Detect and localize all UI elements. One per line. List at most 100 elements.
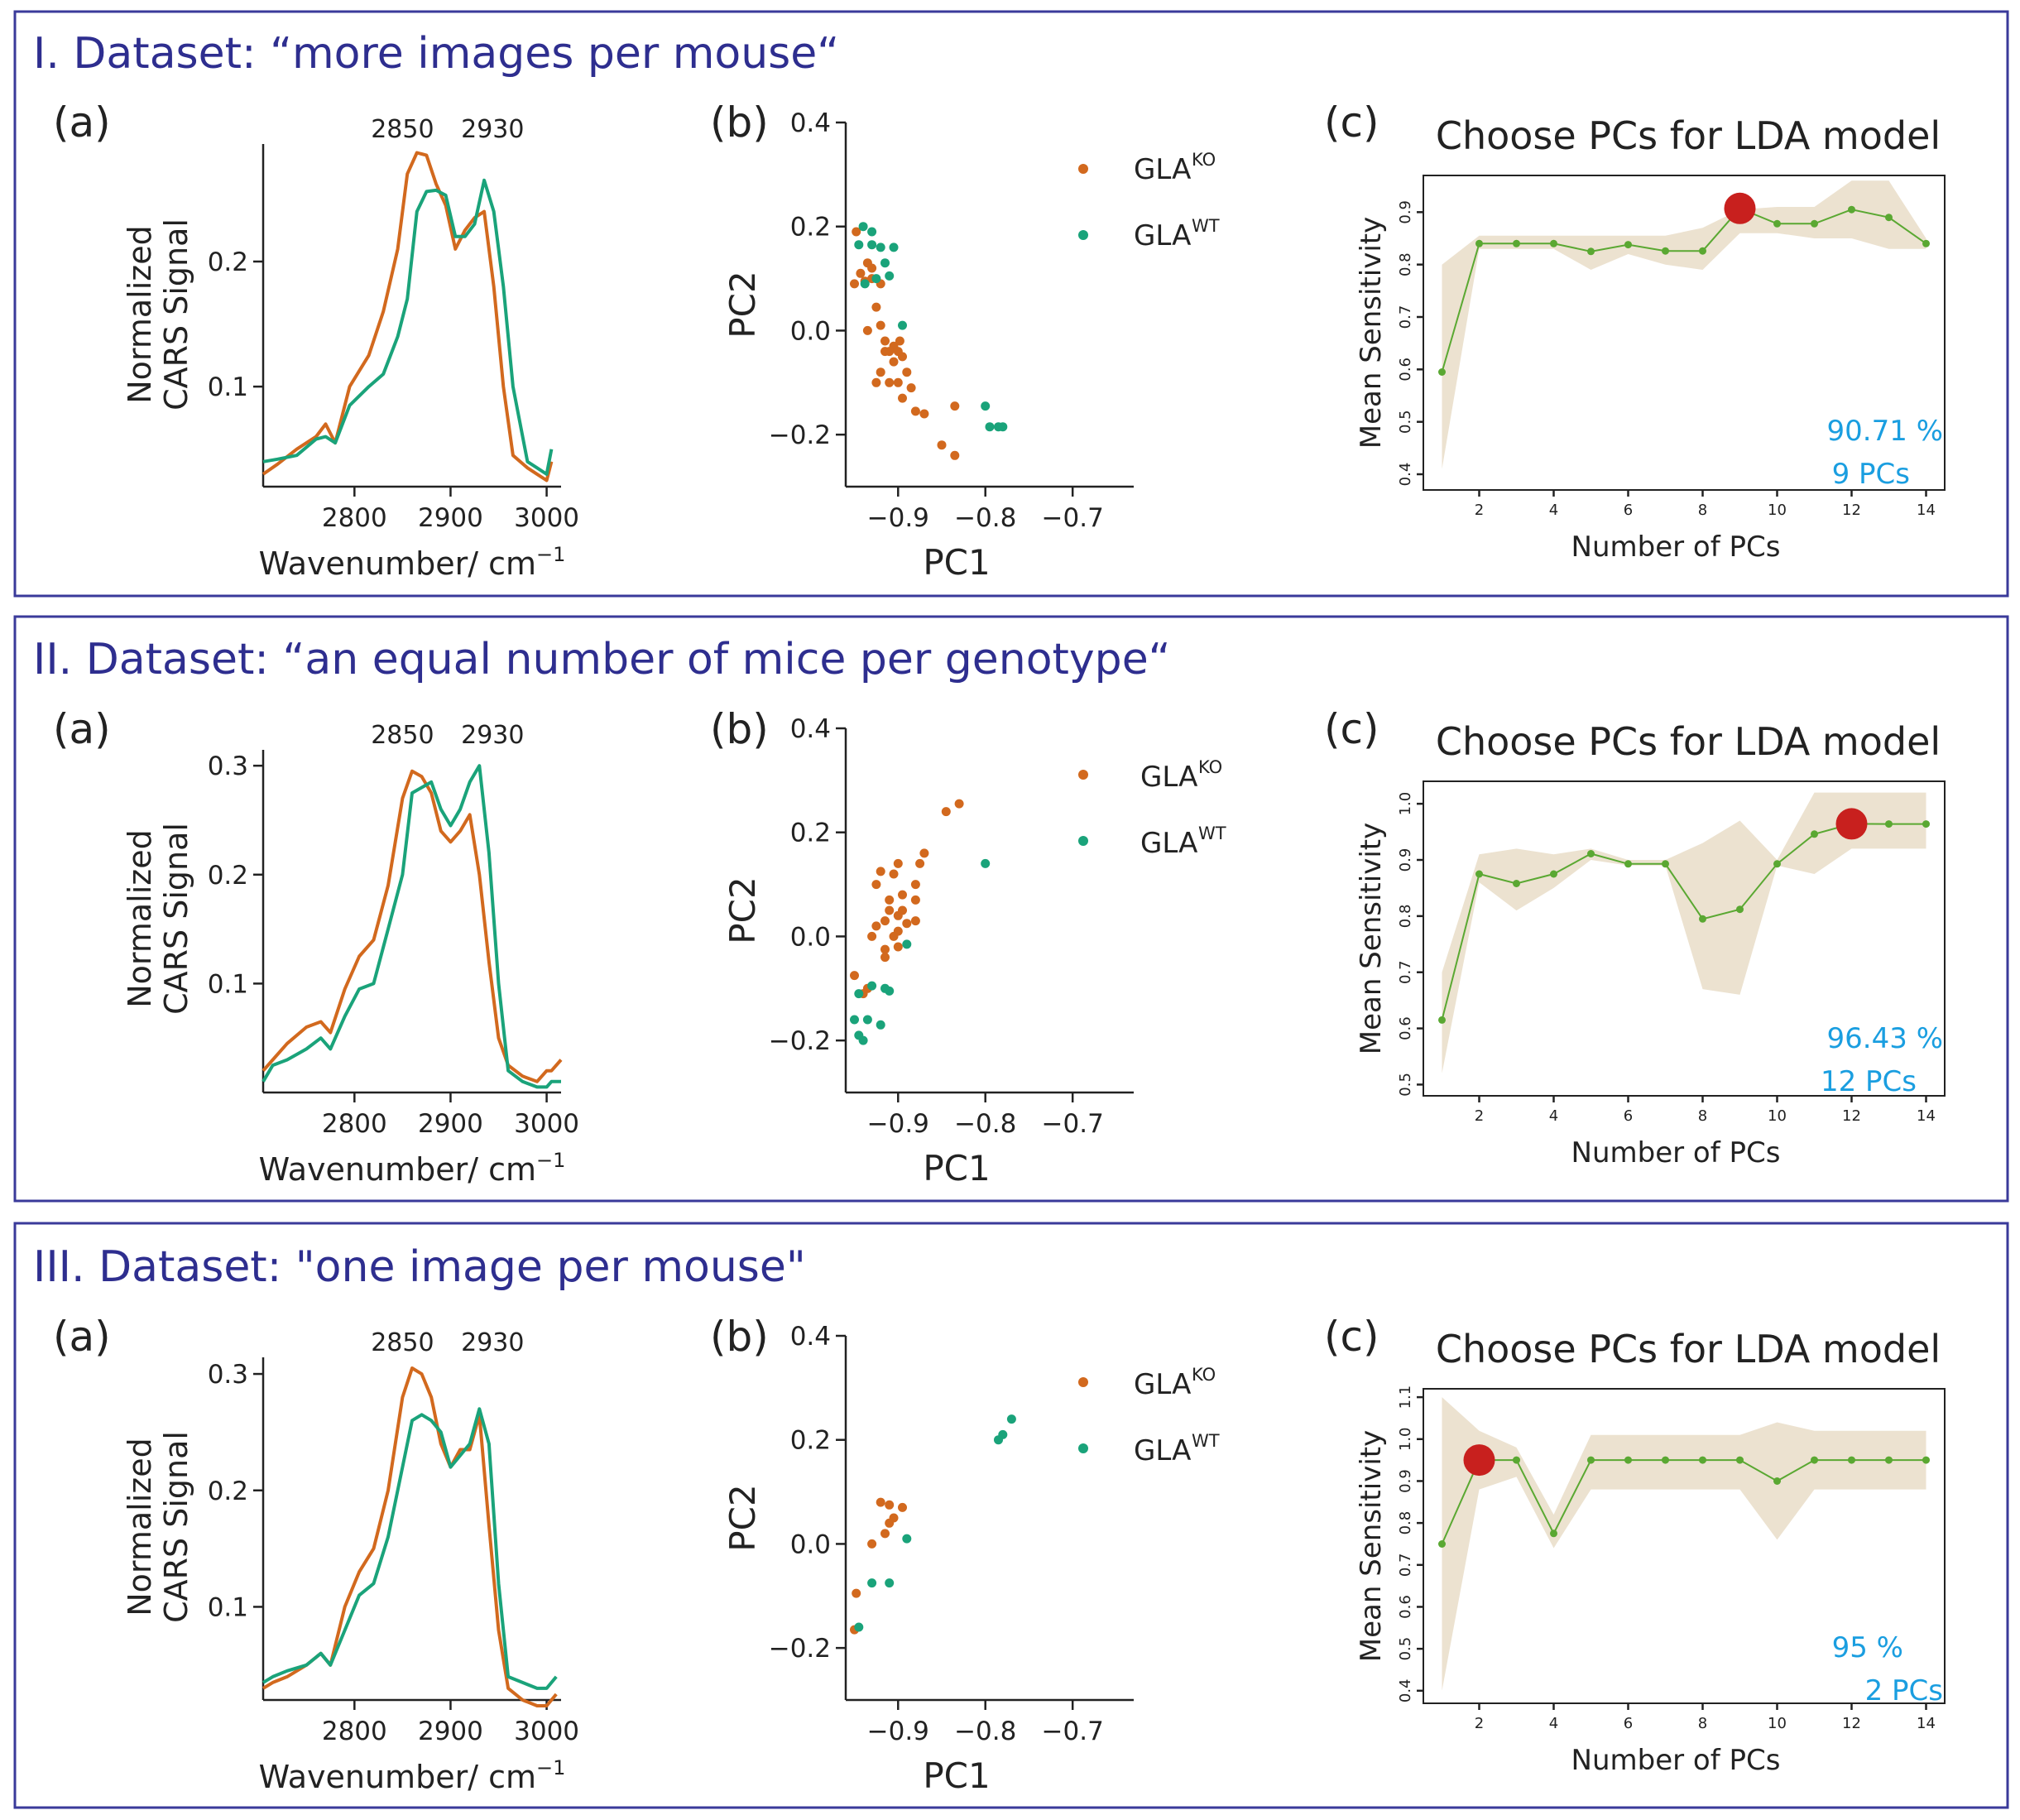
mean-sensitivity-point <box>1662 860 1669 868</box>
mean-sensitivity-point <box>1438 1540 1446 1548</box>
scatter-point-ko <box>862 325 872 335</box>
panel-1-lda-letter: (c) <box>1324 98 1379 146</box>
mean-sensitivity-point <box>1662 1456 1669 1464</box>
x-axis-label: PC1 <box>923 1755 990 1796</box>
section-frame-2 <box>13 615 2009 1203</box>
scatter-point-wt <box>1006 1414 1016 1424</box>
y-tick-label: 1.0 <box>1397 1427 1414 1451</box>
scatter-point-ko <box>885 1500 895 1510</box>
section-title-2: II. Dataset: “an equal number of mice pe… <box>33 635 1171 684</box>
scatter-point-wt <box>994 1435 1003 1445</box>
scatter-point-ko <box>895 336 904 346</box>
mean-sensitivity-line <box>1441 207 1927 372</box>
x-axis-label: PC1 <box>923 1148 990 1189</box>
x-tick-label: −0.8 <box>954 503 1016 533</box>
scatter-point-wt <box>889 243 899 252</box>
panel-1-pca-chart: −0.2 0.0 0.2 0.4 −0.9 −0.8 −0.7 PC1 PC2 <box>722 108 1134 583</box>
scatter-point-ko <box>880 916 890 926</box>
scatter-point-wt <box>876 243 885 252</box>
panel-2-lda-title: Choose PCs for LDA model <box>1436 719 1941 764</box>
scatter-point-wt <box>854 989 864 999</box>
x-tick-label: 10 <box>1768 1107 1787 1125</box>
y-tick-label: 0.6 <box>1397 1016 1414 1040</box>
y-tick-label: 1.0 <box>1397 792 1414 816</box>
y-tick-label: 0.2 <box>208 861 248 891</box>
panel-2-lda-letter: (c) <box>1324 705 1379 753</box>
panel-3-pca-letter: (b) <box>710 1313 769 1361</box>
mean-sensitivity-point <box>1848 205 1855 214</box>
scatter-point-wt <box>981 401 991 411</box>
panel-1-spectrum-ylabel-line1: Normalized <box>122 225 158 404</box>
mean-sensitivity-point <box>1811 1456 1818 1464</box>
scatter-point-wt <box>880 983 890 993</box>
scatter-point-wt <box>858 222 868 232</box>
confidence-band <box>1442 180 1926 469</box>
mean-sensitivity-point <box>1587 850 1595 857</box>
series-line-wt <box>262 178 554 476</box>
peak-label: 2850 <box>371 721 434 750</box>
mean-sensitivity-point <box>1550 1529 1557 1538</box>
scatter-point-wt <box>871 274 881 284</box>
y-tick-label: 0.2 <box>208 247 248 277</box>
x-tick-label: −0.9 <box>867 503 929 533</box>
scatter-point-ko <box>880 944 890 954</box>
panel-1-spectrum-chart: 2800 2900 3000 0.1 0.2 Wavenumber/ cm−1 2850 29… <box>208 115 579 582</box>
mean-sensitivity-point <box>1811 830 1818 838</box>
scatter-point-wt <box>867 1578 877 1588</box>
panel-1-lda-title: Choose PCs for LDA model <box>1436 113 1941 158</box>
scatter-point-ko <box>871 880 881 890</box>
legend-wt-sup: WT <box>1192 216 1220 236</box>
panel-3-lda-annotation-pcs: 2 PCs <box>1865 1674 1943 1707</box>
panel-2-lda-annotation-pct: 96.43 % <box>1827 1022 1943 1055</box>
x-tick-label: 3000 <box>514 1717 579 1746</box>
mean-sensitivity-point <box>1885 1456 1893 1464</box>
scatter-point-wt <box>850 1015 859 1025</box>
legend-wt-label: GLA <box>1134 1434 1191 1467</box>
y-tick-label: 0.8 <box>1397 905 1414 929</box>
scatter-point-ko <box>867 931 877 941</box>
panel-1-pca-letter: (b) <box>710 98 769 146</box>
scatter-point-ko <box>871 377 881 387</box>
mean-sensitivity-point <box>1513 1456 1520 1464</box>
panel-1-lda-chart: 2 4 6 8 10 12 14 0.4 0.5 0.6 0.7 0.8 0.9 Number of PC… <box>1355 175 1946 564</box>
panel-1-spectrum-ylabel-line2: CARS Signal <box>158 218 194 411</box>
series-line-wt <box>261 1407 558 1690</box>
y-tick-label: −0.2 <box>769 420 831 450</box>
panel-1-lda-annotation-pcs: 9 PCs <box>1832 458 1910 491</box>
scatter-point-ko <box>885 895 895 905</box>
y-tick-label: 1.1 <box>1397 1385 1414 1409</box>
scatter-point-ko <box>906 383 916 393</box>
legend-wt-label: GLA <box>1140 827 1197 860</box>
scatter-point-ko <box>893 910 903 920</box>
scatter-point-ko <box>880 1529 890 1539</box>
y-tick-label: 0.1 <box>208 969 248 999</box>
legend-ko-sup: KO <box>1198 757 1222 777</box>
scatter-point-ko <box>941 807 951 817</box>
scatter-point-ko <box>898 1502 907 1512</box>
scatter-point-ko <box>893 942 903 952</box>
x-tick-label: 12 <box>1842 1107 1861 1125</box>
scatter-point-wt <box>862 1015 872 1025</box>
scatter-point-ko <box>910 916 920 926</box>
scatter-point-ko <box>867 1539 877 1549</box>
y-tick-label: 0.5 <box>1397 410 1414 434</box>
legend-ko-sup: KO <box>1192 150 1216 170</box>
y-tick-label: 0.3 <box>208 752 248 781</box>
panel-3-lda-title: Choose PCs for LDA model <box>1436 1327 1941 1371</box>
mean-sensitivity-line <box>1441 1459 1926 1544</box>
panel-3-spectrum-ylabel-line1: Normalized <box>122 1438 158 1616</box>
section-frame-3 <box>13 1222 2009 1809</box>
peak-label: 2930 <box>461 115 524 144</box>
x-tick-label: 8 <box>1698 1107 1707 1125</box>
scatter-point-ko <box>937 440 947 450</box>
selected-model-marker <box>1724 192 1756 224</box>
mean-sensitivity-point <box>1624 1456 1632 1464</box>
legend-wt-marker <box>1078 1443 1088 1453</box>
y-axis-label: PC2 <box>722 876 763 944</box>
y-tick-label: 0.7 <box>1397 1553 1414 1577</box>
panel-1-lda-annotation-pct: 90.71 % <box>1827 415 1943 448</box>
scatter-point-wt <box>854 240 864 250</box>
mean-sensitivity-point <box>1922 1456 1930 1464</box>
mean-sensitivity-point <box>1922 820 1930 828</box>
